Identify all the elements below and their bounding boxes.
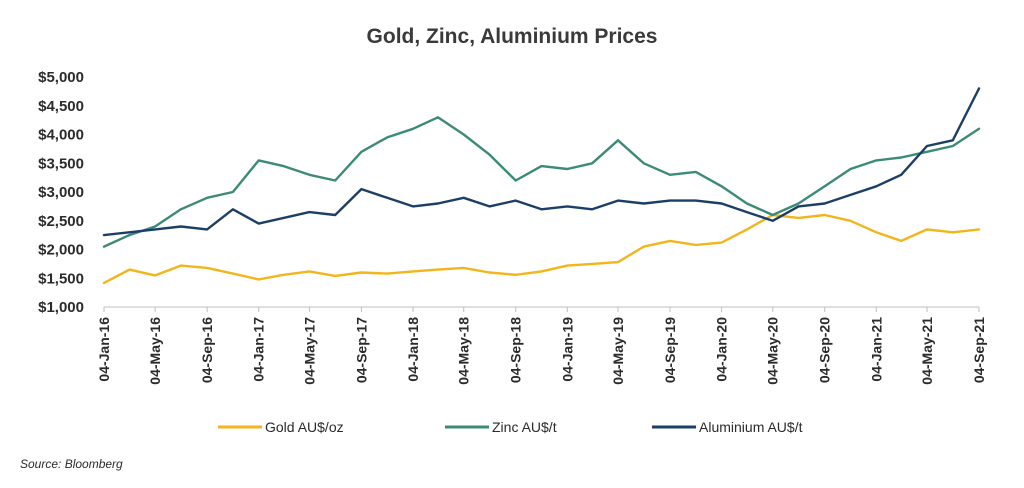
x-tick-label: 04-May-20 — [765, 317, 781, 385]
legend: Gold AU$/oz Zinc AU$/t Aluminium AU$/t — [218, 419, 803, 435]
x-tick-label: 04-May-16 — [147, 317, 163, 385]
x-axis: 04-Jan-16 04-May-16 04-Sep-16 04-Jan-17 04-M… — [96, 306, 987, 385]
y-tick-label: $4,000 — [38, 127, 84, 144]
x-tick-label: 04-Jan-20 — [714, 317, 730, 382]
chart-title: Gold, Zinc, Aluminium Prices — [367, 25, 658, 48]
source-note: Source: Bloomberg — [20, 457, 123, 471]
y-tick-label: $4,500 — [38, 98, 84, 115]
y-tick-label: $1,500 — [38, 270, 84, 287]
x-tick-label: 04-Sep-17 — [353, 317, 369, 383]
series-lines — [102, 87, 981, 285]
x-tick-label: 04-Sep-19 — [662, 317, 678, 383]
x-tick-label: 04-Sep-21 — [971, 317, 987, 383]
series-line-aluminium-au-t — [102, 87, 981, 237]
x-tick-label: 04-Jan-19 — [559, 317, 575, 382]
y-tick-label: $1,000 — [38, 299, 84, 316]
x-tick-label: 04-Jan-16 — [96, 317, 112, 382]
x-tick-label: 04-Jan-18 — [405, 317, 421, 382]
y-tick-label: $3,500 — [38, 155, 84, 172]
legend-label-gold-au-oz: Gold AU$/oz — [265, 419, 344, 435]
x-tick-label: 04-Jan-21 — [868, 317, 884, 382]
x-tick-label: 04-Sep-18 — [508, 317, 524, 383]
x-tick-label: 04-May-17 — [301, 317, 317, 385]
legend-label-aluminium-au-t: Aluminium AU$/t — [699, 419, 803, 435]
series-line-gold-au-oz — [102, 213, 981, 285]
y-axis: $1,000 $1,500 $2,000 $2,500 $3,000 $3,500 $4,0… — [38, 69, 84, 316]
x-tick-label: 04-Jan-17 — [251, 317, 267, 382]
legend-label-zinc-au-t: Zinc AU$/t — [492, 419, 557, 435]
x-tick-label: 04-Sep-20 — [817, 317, 833, 383]
y-tick-label: $2,000 — [38, 242, 84, 259]
x-tick-label: 04-Sep-16 — [199, 317, 215, 383]
y-tick-label: $2,500 — [38, 213, 84, 230]
x-tick-label: 04-May-19 — [610, 317, 626, 385]
x-tick-label: 04-May-18 — [456, 317, 472, 385]
y-tick-label: $3,000 — [38, 184, 84, 201]
y-tick-label: $5,000 — [38, 69, 84, 86]
series-line-zinc-au-t — [102, 116, 981, 248]
x-tick-label: 04-May-21 — [919, 317, 935, 385]
